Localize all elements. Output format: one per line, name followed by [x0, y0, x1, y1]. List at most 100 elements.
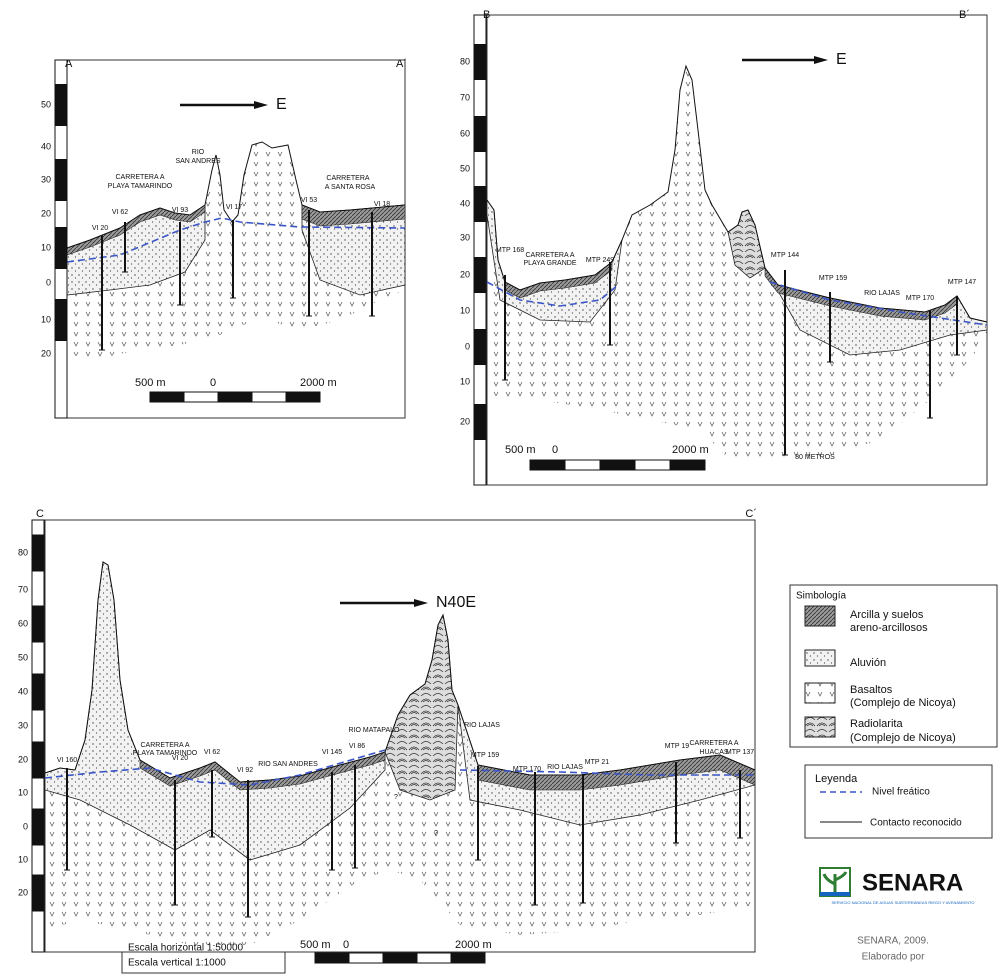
depth-label: 10 [460, 376, 470, 386]
place-label: RIO MATAPALO [349, 727, 401, 734]
logo-subtitle: SERVICIO NACIONAL DE AGUAS SUBTERRÁNEAS … [831, 900, 974, 905]
well-label: VI 53 [301, 197, 317, 204]
symbology-label: Radiolarita [850, 718, 903, 730]
well-label: MTP 168 [496, 247, 524, 254]
depth-label: 30 [18, 720, 28, 730]
symbology-label: Basaltos [850, 684, 893, 696]
place-label: RIO LAJAS [464, 722, 500, 729]
scale-label: 0 [210, 377, 216, 389]
scale-label: 500 m [135, 377, 166, 389]
depth-bar-segment [474, 186, 486, 222]
well-label: MTP 159 [471, 752, 499, 759]
well-label: VI 160 [57, 757, 77, 764]
depth-label: 10 [18, 854, 28, 864]
well-label: MTP 170 [906, 295, 934, 302]
place-label: CARRETERA A [115, 174, 164, 181]
figure: 504030201001020AA´EVI 20VI 62VI 93VI 17V… [0, 0, 999, 979]
well-label: VI 17 [226, 204, 242, 211]
scale-segment [286, 392, 320, 402]
depth-label: 50 [460, 163, 470, 173]
well-label: VI 18 [374, 201, 390, 208]
place-label: 80 METROS [795, 454, 835, 461]
depth-label: 20 [18, 754, 28, 764]
depth-bar-segment [32, 809, 44, 846]
depth-label: 80 [460, 56, 470, 66]
well-label: VI 93 [172, 207, 188, 214]
symbology-swatch [805, 683, 835, 703]
place-label: HUACAS [699, 749, 729, 756]
place-label: A SANTA ROSA [325, 184, 376, 191]
legend-title: Leyenda [815, 773, 858, 785]
section-end: C´ [745, 508, 757, 520]
well-label: MTP 147 [948, 279, 976, 286]
well-label: VI 20 [92, 225, 108, 232]
scale-label: 0 [343, 939, 349, 951]
place-label: RIO LAJAS [864, 290, 900, 297]
depth-label: 70 [460, 92, 470, 102]
logo-name: SENARA [862, 869, 963, 896]
depth-bar-segment [32, 674, 44, 711]
depth-label: 60 [18, 618, 28, 628]
depth-label: 60 [460, 128, 470, 138]
legend-label: Nivel freático [872, 787, 930, 798]
section-end: B´ [959, 9, 970, 21]
place-label: CARRETERA A [689, 740, 738, 747]
well-label: VI 92 [237, 767, 253, 774]
scale-segment [218, 392, 252, 402]
legend-label: Contacto reconocido [870, 818, 962, 829]
depth-bar-segment [474, 329, 486, 365]
scale-label: 0 [552, 444, 558, 456]
scale-label: 500 m [505, 444, 536, 456]
depth-bar-segment [32, 606, 44, 643]
scale-segment [417, 953, 451, 963]
well-label: MTP 170 [513, 766, 541, 773]
symbology-label: Arcilla y suelos [850, 609, 924, 621]
place-label: SAN ANDRES [175, 158, 220, 165]
place-label: ? [394, 794, 398, 801]
depth-label: 10 [18, 787, 28, 797]
symbology-label: (Complejo de Nicoya) [850, 732, 956, 744]
depth-bar-segment [55, 227, 67, 269]
well-label: VI 62 [112, 209, 128, 216]
depth-label: 20 [41, 208, 51, 218]
depth-bar-segment [55, 159, 67, 201]
place-label: PLAYA GRANDE [523, 260, 576, 267]
well-label: VI 62 [204, 749, 220, 756]
scale-segment [349, 953, 383, 963]
depth-label: 0 [465, 341, 470, 351]
scale-segment [635, 460, 670, 470]
depth-label: 80 [18, 547, 28, 557]
depth-label: 40 [460, 198, 470, 208]
symbology-label: Aluvión [850, 657, 886, 669]
symbology-title: Simbología [796, 591, 846, 602]
symbology-swatch [805, 606, 835, 626]
section-start: A [65, 58, 73, 70]
place-label: RIO LAJAS [547, 764, 583, 771]
well-label: MTP 249 [586, 257, 614, 264]
scale-segment [150, 392, 184, 402]
depth-bar-segment [474, 44, 486, 80]
scale-label: 2000 m [455, 939, 492, 951]
depth-label: 70 [18, 584, 28, 594]
depth-bar-segment [474, 116, 486, 152]
symbology-swatch [805, 717, 835, 737]
symbology-swatch [805, 650, 835, 666]
depth-bar-segment [32, 875, 44, 912]
scale-label: 500 m [300, 939, 331, 951]
place-label: CARRETERA A [140, 742, 189, 749]
depth-bar-segment [32, 742, 44, 779]
section-start: C [36, 508, 44, 520]
scale-segment [252, 392, 286, 402]
scale-segment [530, 460, 565, 470]
scale-label: 2000 m [300, 377, 337, 389]
scale-segment [315, 953, 349, 963]
depth-label: 0 [23, 821, 28, 831]
depth-bar-segment [474, 404, 486, 440]
depth-label: 10 [41, 314, 51, 324]
depth-label: 40 [18, 686, 28, 696]
scale-segment [670, 460, 705, 470]
depth-bar-segment [55, 299, 67, 341]
scale-segment [600, 460, 635, 470]
place-label: RIO SAN ANDRES [258, 761, 318, 768]
well-label: MTP 144 [771, 252, 799, 259]
